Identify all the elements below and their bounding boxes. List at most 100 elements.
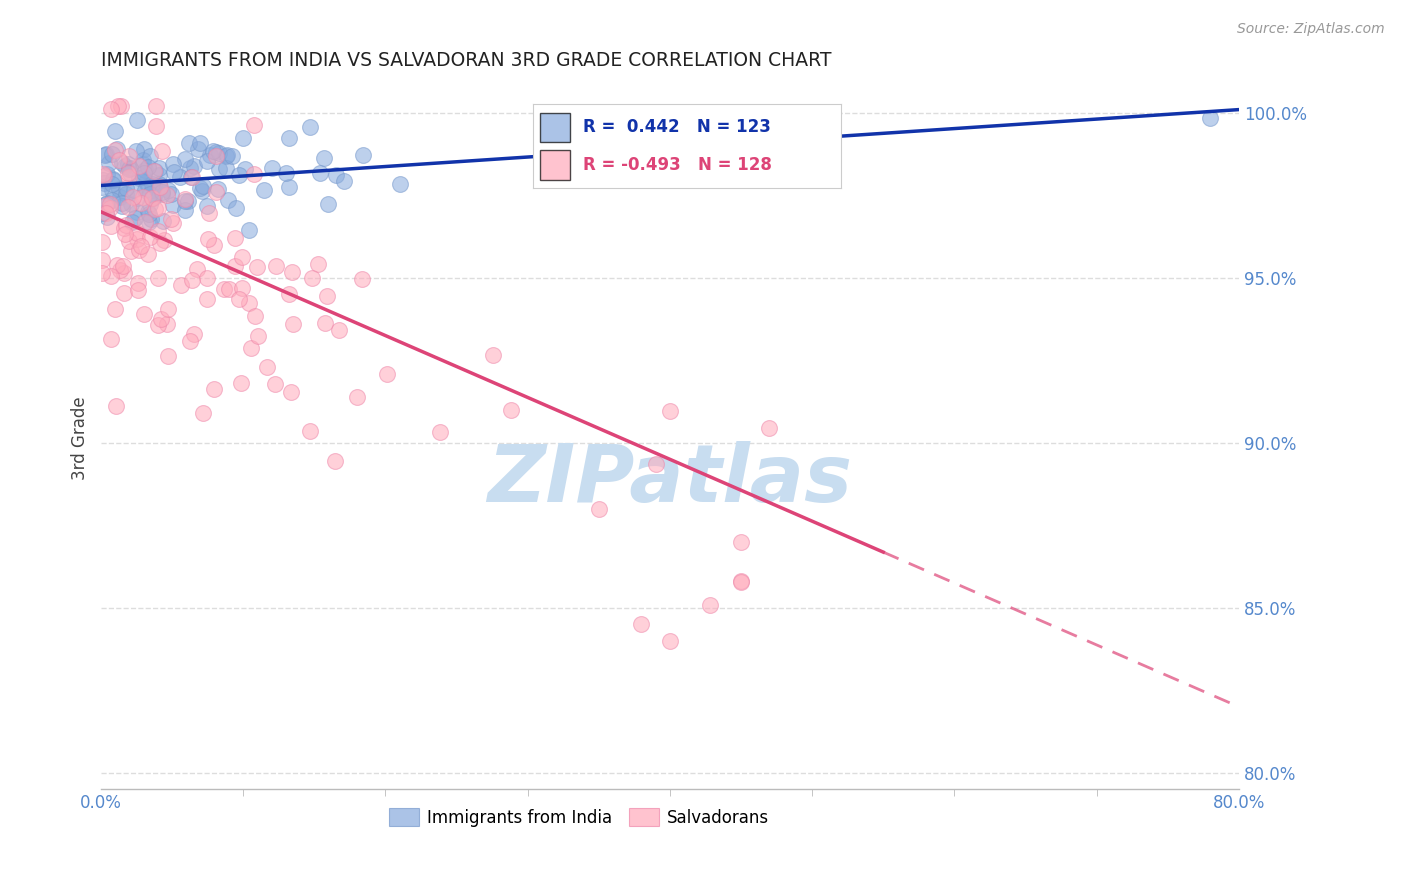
Point — [482, 348, 505, 362]
Point — [218, 282, 240, 296]
Point — [136, 247, 159, 261]
Point — [93, 167, 115, 181]
Point — [138, 215, 160, 229]
Point — [195, 199, 218, 213]
Point — [103, 172, 125, 186]
Point — [193, 406, 215, 420]
Point — [217, 193, 239, 207]
Point — [174, 153, 197, 167]
Point — [214, 149, 236, 163]
Point — [228, 169, 250, 183]
Point — [108, 153, 131, 167]
Point — [232, 131, 254, 145]
Point — [110, 155, 132, 169]
Point — [111, 199, 134, 213]
Point — [179, 334, 201, 348]
Point — [242, 167, 264, 181]
Point — [142, 189, 165, 203]
Point — [195, 153, 218, 168]
Point — [173, 202, 195, 217]
Point — [263, 377, 285, 392]
Point — [111, 259, 134, 273]
Point — [644, 457, 666, 471]
Point — [110, 99, 132, 113]
Point — [205, 185, 228, 199]
Point — [108, 190, 131, 204]
Point — [128, 159, 150, 173]
Point — [141, 182, 163, 196]
Point — [208, 161, 231, 176]
Point — [238, 295, 260, 310]
Point — [107, 99, 129, 113]
Point — [195, 293, 218, 307]
Point — [150, 311, 173, 326]
Point — [221, 149, 243, 163]
Point — [138, 149, 160, 163]
Point — [132, 166, 155, 180]
Point — [239, 341, 262, 355]
Point — [212, 282, 235, 296]
Point — [91, 235, 114, 249]
Point — [278, 180, 301, 194]
Point — [202, 238, 225, 252]
Point — [136, 204, 159, 219]
Point — [98, 201, 121, 215]
Point — [120, 196, 142, 211]
Point — [146, 224, 169, 238]
Point — [758, 133, 780, 147]
Point — [146, 201, 169, 215]
Point — [131, 239, 153, 253]
Point — [157, 349, 180, 363]
Point — [188, 136, 211, 150]
Point — [202, 383, 225, 397]
Point — [231, 281, 253, 295]
Point — [152, 214, 174, 228]
Point — [266, 259, 288, 273]
Point — [122, 183, 145, 197]
Point — [375, 367, 398, 381]
Point — [91, 180, 114, 194]
Point — [256, 359, 278, 374]
Point — [127, 283, 149, 297]
Point — [280, 265, 302, 279]
Point — [118, 234, 141, 248]
Point — [174, 192, 197, 206]
Point — [142, 163, 165, 178]
Point — [145, 119, 167, 133]
Point — [215, 161, 238, 176]
Point — [699, 599, 721, 613]
Point — [93, 169, 115, 183]
Point — [146, 318, 169, 333]
Point — [132, 157, 155, 171]
Point — [105, 399, 128, 413]
Point — [190, 184, 212, 198]
Point — [100, 147, 122, 161]
Point — [346, 390, 368, 404]
Point — [141, 191, 163, 205]
Point — [93, 176, 115, 190]
Point — [253, 183, 276, 197]
Point — [150, 144, 173, 158]
Point — [314, 316, 336, 330]
Point — [301, 270, 323, 285]
Point — [139, 230, 162, 244]
Point — [148, 177, 170, 191]
Point — [312, 151, 335, 165]
Point — [146, 271, 169, 285]
Point — [143, 163, 166, 178]
Point — [163, 165, 186, 179]
Point — [91, 266, 114, 280]
Point — [114, 160, 136, 174]
Point — [352, 148, 374, 162]
Point — [100, 219, 122, 233]
Point — [225, 201, 247, 215]
Point — [128, 243, 150, 257]
Point — [177, 136, 200, 150]
Point — [299, 120, 322, 135]
Point — [104, 124, 127, 138]
Point — [124, 144, 146, 158]
Point — [160, 187, 183, 202]
Point — [169, 170, 191, 185]
Point — [191, 179, 214, 194]
Point — [156, 183, 179, 197]
